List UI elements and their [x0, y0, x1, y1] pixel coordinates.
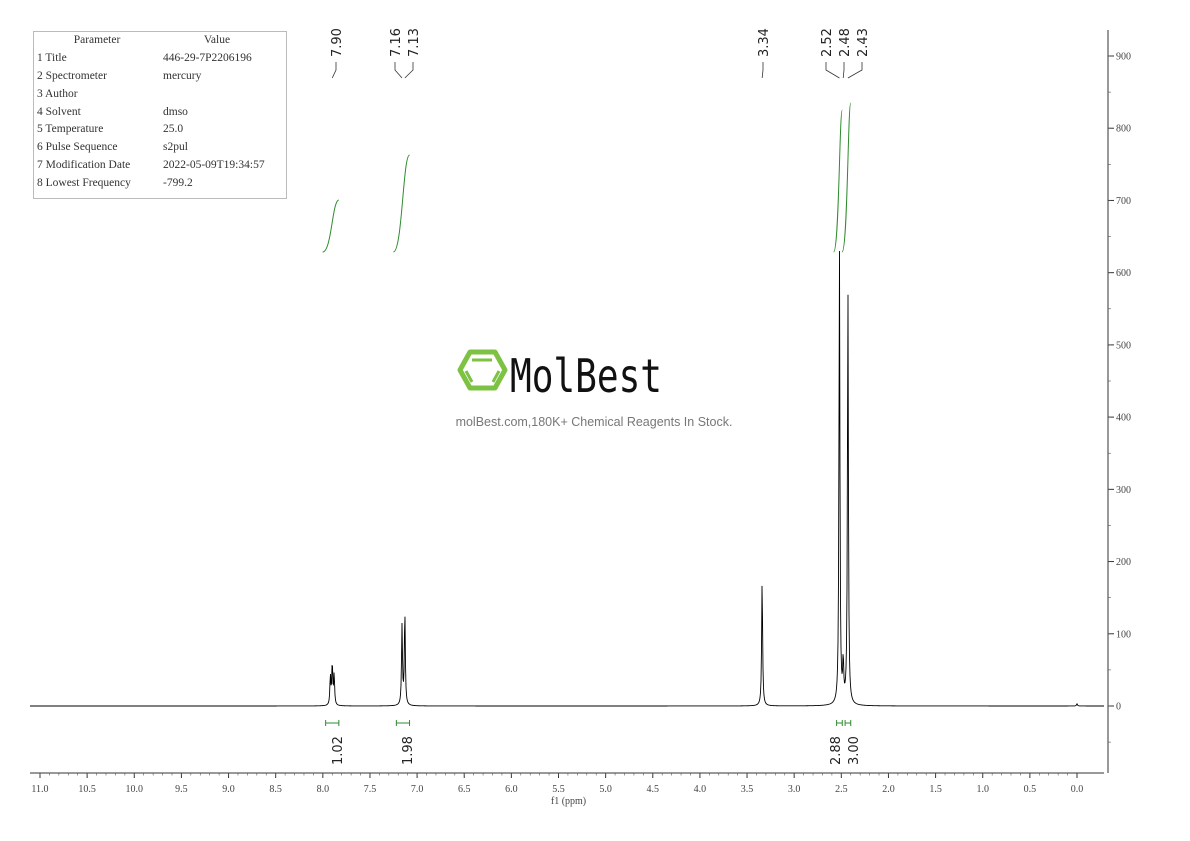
- watermark-tagline: molBest.com,180K+ Chemical Reagents In S…: [456, 415, 733, 429]
- x-tick-label: 5.0: [599, 784, 612, 795]
- x-tick-label: 1.5: [929, 784, 942, 795]
- parameter-value: -799.2: [163, 177, 193, 190]
- x-tick-label: 10.0: [126, 784, 144, 795]
- peak-label-connector: [847, 62, 863, 79]
- integral-bracket: [836, 720, 843, 726]
- parameter-row: 5 Temperature 25.0: [34, 121, 286, 139]
- x-tick-label: 0.5: [1024, 784, 1037, 795]
- parameter-name: 1 Title: [37, 51, 67, 64]
- y-tick-label: 400: [1116, 413, 1131, 424]
- benzene-bonds-icon: [464, 358, 501, 383]
- x-tick-label: 2.5: [835, 784, 848, 795]
- hexagon-icon: [457, 349, 508, 391]
- peak-label-connector: [761, 62, 764, 79]
- x-tick-label: 7.0: [411, 784, 424, 795]
- x-tick-label: 1.0: [976, 784, 989, 795]
- x-tick-label: 2.0: [882, 784, 895, 795]
- peak-label: 7.13: [407, 28, 422, 57]
- integral-curve: [841, 102, 852, 253]
- parameter-name: 5 Temperature: [37, 123, 104, 136]
- spectrum-line: [30, 250, 1104, 707]
- brand-name: MolBest: [510, 349, 662, 403]
- integral-bracket: [325, 720, 340, 726]
- y-tick-label: 700: [1116, 196, 1131, 207]
- x-tick-label: 5.5: [552, 784, 565, 795]
- parameter-table: Parameter Value 1 Title 446-29-7P2206196 2…: [33, 31, 287, 199]
- parameter-row: 6 Pulse Sequence s2pul: [34, 139, 286, 157]
- parameter-name: 3 Author: [37, 87, 78, 100]
- x-tick-label: 3.0: [788, 784, 801, 795]
- peak-label: 2.43: [856, 28, 871, 57]
- parameter-value: 446-29-7P2206196: [163, 51, 252, 64]
- header-parameter: Parameter: [73, 34, 121, 46]
- peak-label: 3.34: [757, 28, 772, 57]
- parameter-row: 1 Title 446-29-7P2206196: [34, 50, 286, 68]
- x-tick-label: 0.0: [1071, 784, 1084, 795]
- peak-label-connector: [404, 62, 414, 79]
- x-tick-label: 9.5: [175, 784, 188, 795]
- peak-label: 7.90: [330, 28, 345, 57]
- parameter-row: 4 Solvent dmso: [34, 104, 286, 122]
- x-tick-label: 6.0: [505, 784, 518, 795]
- y-tick-label: 200: [1116, 557, 1131, 568]
- x-tick-label: 6.5: [458, 784, 471, 795]
- parameter-table-header: Parameter Value: [34, 32, 286, 50]
- integral-value: 3.00: [847, 736, 862, 765]
- y-tick-label: 600: [1116, 268, 1131, 279]
- x-tick-label: 10.5: [78, 784, 96, 795]
- integral-bracket: [395, 720, 411, 726]
- x-tick-label: 8.5: [269, 784, 282, 795]
- integral-curve: [392, 154, 411, 253]
- peak-label: 2.48: [838, 28, 853, 57]
- parameter-name: 8 Lowest Frequency: [37, 177, 131, 190]
- y-tick-label: 300: [1116, 485, 1131, 496]
- y-tick-label: 100: [1116, 629, 1131, 640]
- parameter-name: 6 Pulse Sequence: [37, 141, 118, 154]
- x-tick-label: 9.0: [222, 784, 235, 795]
- integral-value: 1.02: [331, 736, 346, 765]
- integral-curve: [833, 109, 843, 253]
- x-axis-label: f1 (ppm): [551, 796, 586, 807]
- parameter-row: 7 Modification Date 2022-05-09T19:34:57: [34, 157, 286, 175]
- peak-label-connector: [842, 62, 845, 79]
- parameter-value: s2pul: [163, 141, 188, 154]
- parameter-name: 2 Spectrometer: [37, 69, 107, 82]
- integral-value: 1.98: [401, 736, 416, 765]
- x-tick-label: 4.5: [647, 784, 660, 795]
- peak-label-connector: [331, 62, 337, 79]
- molbest-logo: MolBest: [457, 349, 662, 403]
- header-value: Value: [203, 34, 231, 46]
- y-tick-label: 500: [1116, 340, 1131, 351]
- y-tick-label: 800: [1116, 124, 1131, 135]
- parameter-name: 4 Solvent: [37, 105, 81, 118]
- parameter-value: dmso: [163, 105, 188, 118]
- x-tick-label: 8.0: [317, 784, 330, 795]
- parameter-value: 25.0: [163, 123, 184, 136]
- parameter-row: 2 Spectrometer mercury: [34, 68, 286, 86]
- integral-curve: [322, 199, 340, 253]
- x-tick-label: 7.5: [364, 784, 377, 795]
- integral-bracket: [844, 720, 852, 726]
- parameter-value: mercury: [163, 69, 202, 82]
- peak-label: 2.52: [820, 28, 835, 57]
- peak-label-connector: [825, 62, 840, 79]
- integral-value: 2.88: [829, 736, 844, 765]
- y-tick-label: 0: [1116, 702, 1121, 713]
- peak-label: 7.16: [389, 28, 404, 57]
- parameter-row: 8 Lowest Frequency -799.2: [34, 175, 286, 193]
- x-tick-label: 3.5: [741, 784, 754, 795]
- parameter-row: 3 Author: [34, 86, 286, 104]
- parameter-value: 2022-05-09T19:34:57: [163, 159, 265, 172]
- x-tick-label: 11.0: [31, 784, 48, 795]
- y-tick-label: 900: [1116, 52, 1131, 63]
- peak-label-connector: [394, 62, 403, 79]
- parameter-name: 7 Modification Date: [37, 159, 131, 172]
- x-tick-label: 4.0: [694, 784, 707, 795]
